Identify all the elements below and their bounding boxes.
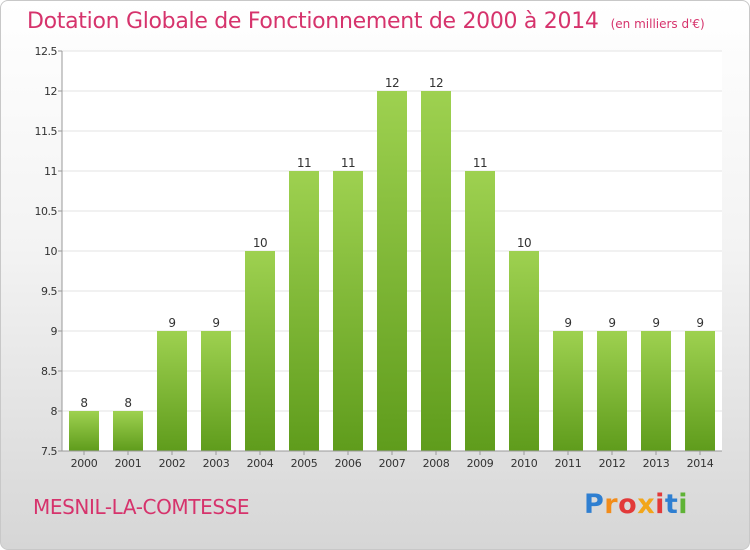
y-tick-label: 12.5 <box>35 45 58 58</box>
x-tick-label: 2004 <box>247 457 274 470</box>
logo-letter: t <box>664 489 679 520</box>
logo-letter: i <box>678 489 689 520</box>
bar <box>69 411 99 451</box>
y-tick-label: 7.5 <box>41 445 57 458</box>
data-label: 12 <box>429 76 443 90</box>
x-tick-label: 2003 <box>203 457 230 470</box>
logo-letter: o <box>618 489 638 520</box>
data-label: 8 <box>124 396 131 410</box>
data-label: 9 <box>212 316 219 330</box>
x-tick-label: 2001 <box>115 457 142 470</box>
data-label: 8 <box>80 396 87 410</box>
y-tick-label: 10 <box>44 245 57 258</box>
data-label: 10 <box>253 236 267 250</box>
y-tick-label: 8 <box>51 405 58 418</box>
logo-letter: x <box>637 489 656 520</box>
x-tick-label: 2011 <box>555 457 582 470</box>
x-tick-label: 2009 <box>467 457 494 470</box>
data-label: 9 <box>696 316 703 330</box>
title-row: Dotation Globale de Fonctionnement de 20… <box>27 9 705 34</box>
y-tick-label: 9.5 <box>41 285 57 298</box>
data-label: 10 <box>517 236 531 250</box>
chart-title: Dotation Globale de Fonctionnement de 20… <box>27 9 599 34</box>
x-tick-label: 2012 <box>599 457 626 470</box>
x-tick-label: 2000 <box>71 457 98 470</box>
y-tick-label: 8.5 <box>41 365 57 378</box>
bar <box>245 251 275 451</box>
logo-letter: P <box>584 489 605 520</box>
data-label: 11 <box>473 156 487 170</box>
bar <box>113 411 143 451</box>
y-tick-label: 11.5 <box>35 125 58 138</box>
bar <box>597 331 627 451</box>
y-tick-label: 10.5 <box>35 205 58 218</box>
data-label: 9 <box>168 316 175 330</box>
x-tick-label: 2007 <box>379 457 406 470</box>
logo-letter: r <box>604 489 619 520</box>
x-tick-label: 2013 <box>643 457 670 470</box>
y-tick-label: 12 <box>44 85 57 98</box>
data-label: 11 <box>297 156 311 170</box>
data-label: 9 <box>608 316 615 330</box>
logo-letter: i <box>655 489 665 520</box>
proxiti-logo: Proxiti <box>584 489 688 520</box>
data-label: 12 <box>385 76 399 90</box>
commune-name: MESNIL-LA-COMTESSE <box>33 495 250 519</box>
x-tick-label: 2006 <box>335 457 362 470</box>
bar <box>157 331 187 451</box>
data-label: 9 <box>652 316 659 330</box>
data-label: 11 <box>341 156 355 170</box>
bar <box>289 171 319 451</box>
y-tick-label: 9 <box>51 325 58 338</box>
bar <box>685 331 715 451</box>
bar <box>509 251 539 451</box>
bar <box>333 171 363 451</box>
x-tick-label: 2005 <box>291 457 318 470</box>
y-tick-label: 11 <box>44 165 57 178</box>
x-tick-label: 2010 <box>511 457 538 470</box>
x-tick-label: 2014 <box>687 457 714 470</box>
bar <box>641 331 671 451</box>
bar <box>553 331 583 451</box>
x-tick-label: 2008 <box>423 457 450 470</box>
bar <box>201 331 231 451</box>
unit-note: (en milliers d'€) <box>610 17 705 31</box>
x-tick-label: 2002 <box>159 457 186 470</box>
data-label: 9 <box>564 316 571 330</box>
bar <box>465 171 495 451</box>
bar <box>421 91 451 451</box>
bar <box>377 91 407 451</box>
